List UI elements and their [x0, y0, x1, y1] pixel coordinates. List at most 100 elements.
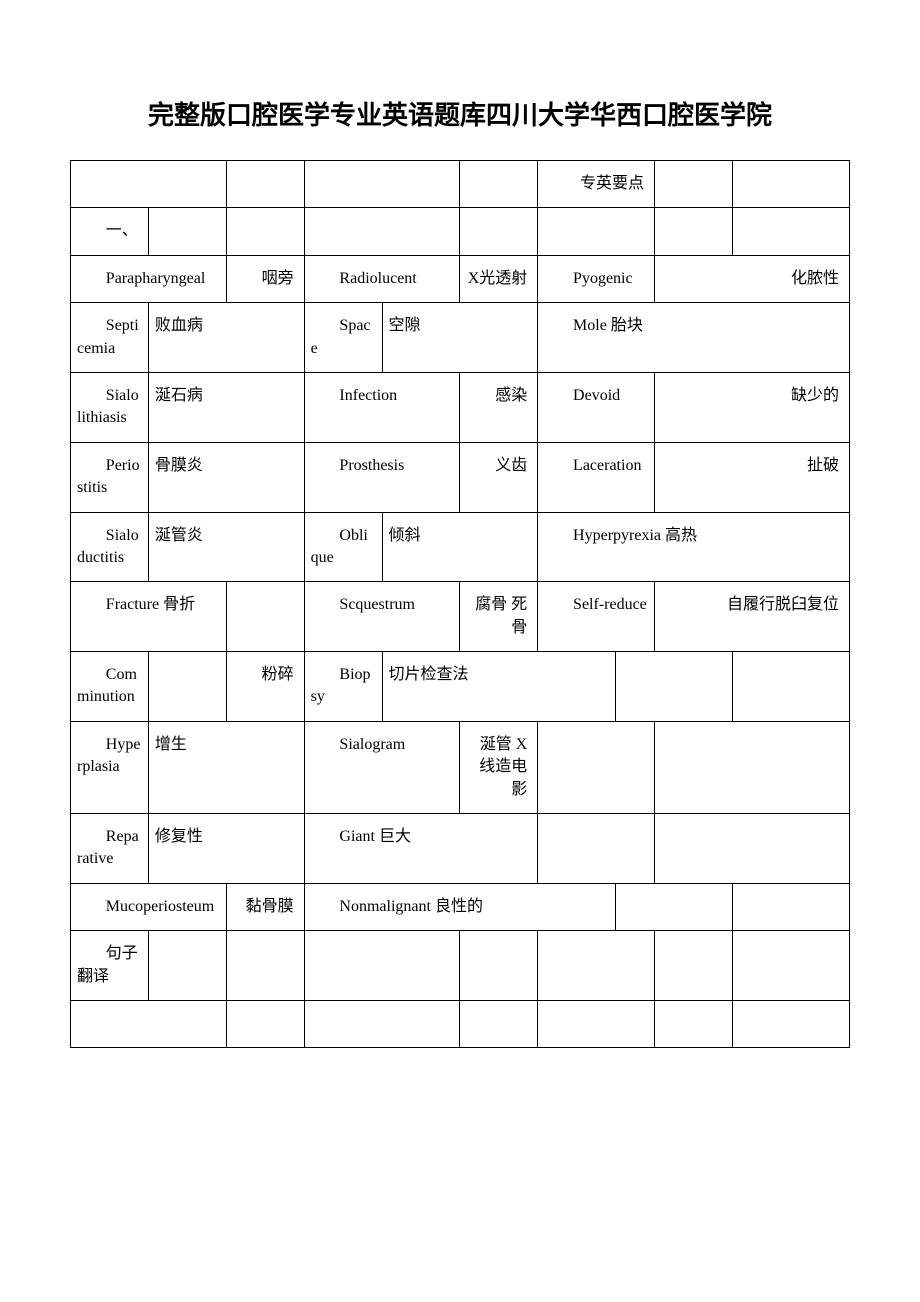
cell: [304, 1000, 460, 1047]
cell: [655, 814, 850, 884]
cell: [226, 931, 304, 1001]
cell: [460, 1000, 538, 1047]
table-row: Fracture 骨折 Scquestrum腐骨 死骨Self-reduce自履行…: [71, 582, 850, 652]
cell: [538, 721, 655, 813]
cell: [71, 1000, 227, 1047]
cell: [538, 931, 655, 1001]
cell: Hyperpyrexia 高热: [538, 512, 850, 582]
table-row: Mucoperiosteum黏骨膜Nonmalignant 良性的: [71, 883, 850, 930]
cell: [71, 161, 227, 208]
table-row: [71, 1000, 850, 1047]
document-title: 完整版口腔医学专业英语题库四川大学华西口腔医学院: [70, 95, 850, 132]
cell: 扯破: [655, 442, 850, 512]
cell: [304, 931, 460, 1001]
cell: 空隙: [382, 303, 538, 373]
section-marker: 一、: [71, 208, 149, 255]
cell: 黏骨膜: [226, 883, 304, 930]
table-row: Septicemia败血病Space空隙Mole 胎块: [71, 303, 850, 373]
table-row: Sialoductitis涎管炎Oblique倾斜Hyperpyrexia 高热: [71, 512, 850, 582]
cell: [732, 931, 849, 1001]
cell: Laceration: [538, 442, 655, 512]
cell: 骨膜炎: [148, 442, 304, 512]
cell: [732, 883, 849, 930]
cell: [304, 161, 460, 208]
cell: Septicemia: [71, 303, 149, 373]
cell: [226, 1000, 304, 1047]
cell: Fracture 骨折: [71, 582, 227, 652]
cell: 败血病: [148, 303, 304, 373]
cell: Sialogram: [304, 721, 460, 813]
table-row: Hyperplasia增生Sialogram涎管 X 线造电影: [71, 721, 850, 813]
cell: Self-reduce: [538, 582, 655, 652]
cell: 倾斜: [382, 512, 538, 582]
cell: 义齿: [460, 442, 538, 512]
cell: 咽旁: [226, 255, 304, 302]
cell: Mole 胎块: [538, 303, 850, 373]
cell: [616, 652, 733, 722]
cell: [732, 161, 849, 208]
table-row: 句子翻译: [71, 931, 850, 1001]
cell: Oblique: [304, 512, 382, 582]
cell: Giant 巨大: [304, 814, 538, 884]
cell: [655, 721, 850, 813]
cell: [460, 208, 538, 255]
cell: [732, 208, 849, 255]
cell: [148, 652, 226, 722]
cell: 缺少的: [655, 372, 850, 442]
cell: Radiolucent: [304, 255, 460, 302]
cell: 化脓性: [655, 255, 850, 302]
table-row: Reparative修复性Giant 巨大: [71, 814, 850, 884]
table-row: 一、: [71, 208, 850, 255]
cell: Infection: [304, 372, 460, 442]
cell: Sialolithiasis: [71, 372, 149, 442]
cell: 修复性: [148, 814, 304, 884]
cell: Parapharyngeal: [71, 255, 227, 302]
cell: 自履行脱臼复位: [655, 582, 850, 652]
table-row: Comminution粉碎Biopsy切片检查法: [71, 652, 850, 722]
cell: [226, 582, 304, 652]
cell: [226, 208, 304, 255]
table-row: Periostitis骨膜炎Prosthesis义齿Laceration扯破: [71, 442, 850, 512]
table-row: 专英要点: [71, 161, 850, 208]
table-row: Sialolithiasis涎石病Infection感染Devoid缺少的: [71, 372, 850, 442]
cell: Space: [304, 303, 382, 373]
cell: [538, 814, 655, 884]
cell: [655, 208, 733, 255]
cell: Sialoductitis: [71, 512, 149, 582]
cell: Mucoperiosteum: [71, 883, 227, 930]
cell: [655, 161, 733, 208]
cell: [460, 161, 538, 208]
cell: [655, 931, 733, 1001]
cell: Periostitis: [71, 442, 149, 512]
cell: [732, 1000, 849, 1047]
cell: Prosthesis: [304, 442, 460, 512]
cell: Reparative: [71, 814, 149, 884]
cell: 粉碎: [226, 652, 304, 722]
cell: [538, 1000, 655, 1047]
cell: [226, 161, 304, 208]
cell: 切片检查法: [382, 652, 616, 722]
cell: [148, 931, 226, 1001]
header-note: 专英要点: [538, 161, 655, 208]
vocabulary-table: 专英要点一、Parapharyngeal咽旁RadiolucentX光透射Pyo…: [70, 160, 850, 1048]
cell: Scquestrum: [304, 582, 460, 652]
cell: 涎管 X 线造电影: [460, 721, 538, 813]
cell: 涎石病: [148, 372, 304, 442]
cell: Devoid: [538, 372, 655, 442]
cell: [655, 1000, 733, 1047]
cell: 腐骨 死骨: [460, 582, 538, 652]
cell: 句子翻译: [71, 931, 149, 1001]
cell: [148, 208, 226, 255]
cell: [304, 208, 460, 255]
cell: 增生: [148, 721, 304, 813]
cell: Biopsy: [304, 652, 382, 722]
cell: [732, 652, 849, 722]
cell: 涎管炎: [148, 512, 304, 582]
cell: Hyperplasia: [71, 721, 149, 813]
cell: [538, 208, 655, 255]
cell: Nonmalignant 良性的: [304, 883, 616, 930]
cell: Pyogenic: [538, 255, 655, 302]
table-row: Parapharyngeal咽旁RadiolucentX光透射Pyogenic化…: [71, 255, 850, 302]
cell: 感染: [460, 372, 538, 442]
cell: [460, 931, 538, 1001]
